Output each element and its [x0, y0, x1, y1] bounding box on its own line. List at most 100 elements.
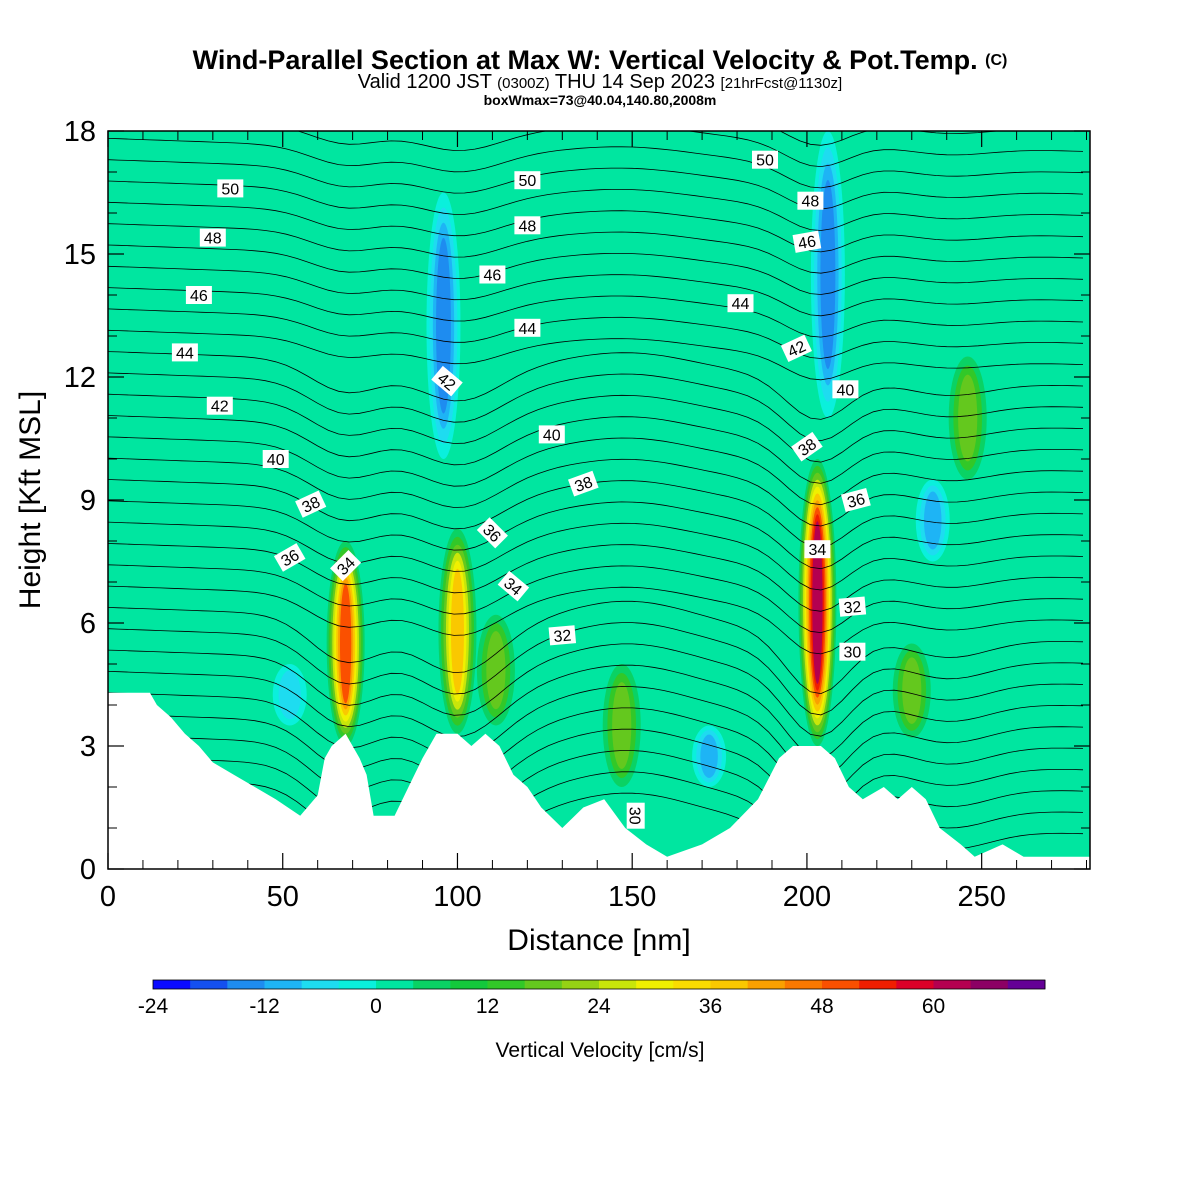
- theta-contour: [108, 686, 1084, 780]
- theta-contour: [108, 728, 1084, 822]
- contour-label: 40: [832, 380, 859, 399]
- contour-label: 34: [804, 540, 831, 559]
- theta-contour: [108, 585, 1084, 655]
- contour-label-text: 40: [543, 427, 561, 444]
- colorbar: -24 -12 0 12 24 36 48 60: [138, 979, 1046, 1018]
- colorbar-swatch: [264, 980, 303, 989]
- box-info: boxWmax=73@40.04,140.80,2008m: [483, 92, 717, 108]
- contour-label-text: 50: [221, 181, 239, 198]
- contour-label-text: 50: [519, 173, 537, 190]
- colorbar-swatch: [413, 980, 451, 989]
- contour-label-text: 40: [267, 452, 285, 469]
- contour-label-bg: [548, 625, 577, 646]
- colorbar-swatch: [301, 980, 340, 989]
- velocity-level: [820, 179, 836, 370]
- colorbar-swatch: [1007, 980, 1046, 989]
- terrain-mask: [108, 692, 1090, 869]
- velocity-level: [700, 734, 718, 778]
- contour-label-bg: [295, 490, 327, 518]
- theta-contour: [108, 622, 1084, 716]
- contour-label: 38: [295, 490, 327, 518]
- contour-label-text: 34: [809, 542, 827, 559]
- contour-label: 36: [273, 543, 306, 572]
- colorbar-swatch: [190, 980, 228, 989]
- velocity-level: [902, 657, 922, 724]
- contour-label: 40: [262, 450, 289, 469]
- colorbar-swatch: [599, 980, 637, 989]
- colorbar-swatch: [933, 980, 972, 989]
- colorbar-swatch: [561, 980, 600, 989]
- chart-title: Wind-Parallel Section at Max W: Vertical…: [0, 45, 1200, 76]
- contour-label-text: 30: [844, 645, 862, 662]
- contour-label-text: 40: [837, 382, 855, 399]
- x-tick-label: 200: [783, 881, 831, 913]
- theta-contour: [108, 351, 1084, 420]
- contour-label: 40: [538, 425, 565, 444]
- updraft-cell: [326, 541, 365, 746]
- title-mark: (C): [985, 52, 1008, 69]
- colorbar-swatch: [338, 980, 377, 989]
- contour-label-text: 32: [553, 628, 572, 646]
- contour-label-text: 46: [797, 233, 818, 253]
- contour-label: 46: [792, 230, 822, 253]
- contour-label-bg: [514, 216, 541, 235]
- x-tick-label: 150: [608, 881, 656, 913]
- contour-label: 48: [797, 191, 824, 211]
- contour-label-text: 30: [626, 807, 643, 825]
- contour-label-bg: [791, 431, 823, 462]
- colorbar-swatch: [710, 980, 749, 989]
- theta-contour: [108, 643, 1084, 737]
- contour-label-bg: [832, 380, 859, 399]
- theta-contour: [108, 308, 1084, 359]
- theta-contours: [108, 131, 1084, 869]
- contour-label-bg: [479, 265, 506, 284]
- valid-date: THU 14 Sep 2023: [554, 71, 715, 93]
- velocity-level: [612, 682, 632, 769]
- title-main: Wind-Parallel Section at Max W: Vertical…: [192, 45, 978, 75]
- x-axis-label: Distance [nm]: [507, 924, 690, 957]
- velocity-level: [339, 583, 352, 704]
- contour-label: 32: [548, 625, 577, 646]
- colorbar-swatch: [227, 980, 265, 989]
- contour-label-text: 48: [204, 231, 222, 248]
- contour-label-bg: [792, 230, 822, 253]
- contour-label-bg: [171, 343, 198, 362]
- velocity-level: [958, 374, 978, 462]
- contour-label-bg: [431, 365, 463, 397]
- y-tick-label: 18: [64, 116, 96, 148]
- contour-label: 30: [839, 642, 866, 662]
- colorbar-swatch: [450, 980, 488, 989]
- contour-label-bg: [839, 642, 866, 661]
- contour-label-bg: [568, 470, 599, 497]
- contour-label: 38: [568, 470, 599, 497]
- downdraft-cell: [915, 479, 950, 562]
- contour-label-text: 50: [756, 153, 774, 170]
- colorbar-label: Vertical Velocity [cm/s]: [496, 1039, 705, 1062]
- contour-label-bg: [538, 425, 565, 444]
- theta-contour: [108, 664, 1084, 758]
- x-tick-label: 100: [433, 881, 481, 913]
- colorbar-tick-label: 12: [476, 995, 499, 1018]
- terrain-fill: [108, 692, 1090, 869]
- forecast-tag: [21hrFcst@1130z]: [720, 75, 843, 92]
- theta-contour: [108, 372, 1084, 442]
- contour-label-bg: [217, 179, 244, 198]
- colorbar-tick-label: 24: [587, 995, 611, 1018]
- contour-label: 44: [171, 343, 198, 362]
- contour-label-bg: [206, 396, 233, 415]
- contour-label-bg: [497, 570, 530, 602]
- x-tick-label: 50: [267, 881, 299, 913]
- y-tick-label: 3: [80, 731, 96, 763]
- velocity-level: [486, 631, 506, 710]
- colorbar-swatch: [487, 980, 526, 989]
- contour-label: 44: [514, 318, 541, 338]
- colorbar-frame: [152, 979, 1046, 990]
- valid-time: Valid 1200 JST (0300Z) THU 14 Sep 2023 […: [0, 71, 1200, 94]
- updraft-cell: [438, 528, 477, 734]
- velocity-level: [812, 521, 823, 684]
- colorbar-swatch: [970, 980, 1009, 989]
- theta-contour: [108, 707, 1084, 801]
- contour-label: 42: [206, 396, 233, 416]
